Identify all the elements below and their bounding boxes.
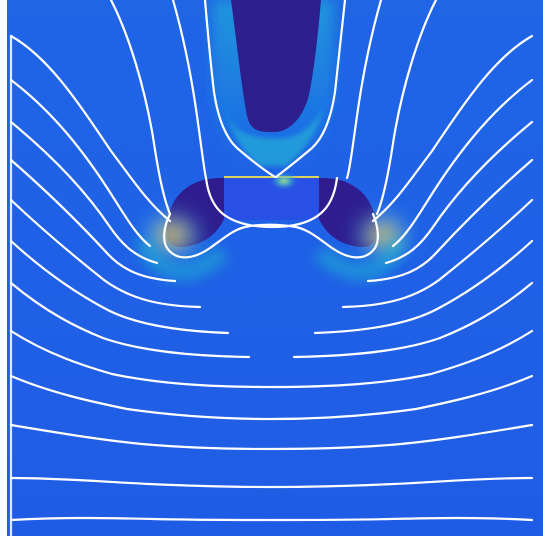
upper-transition-band	[224, 104, 324, 166]
streamline-right-01	[371, 34, 534, 223]
central-rectangle-region	[224, 178, 319, 220]
streamline-right-02	[391, 78, 534, 248]
streamline-right-10	[270, 423, 534, 451]
streamline-right-06	[313, 239, 534, 335]
streamline-left-06	[9, 239, 230, 335]
streamline-left-04	[9, 158, 177, 283]
streamline-right-05	[341, 198, 534, 309]
streamline-center-right	[274, 0, 347, 179]
streamline-left-03	[9, 120, 159, 265]
streamline-left-05	[9, 198, 202, 309]
right-cyan-shadow	[313, 237, 407, 282]
streamline-right-11	[270, 476, 534, 489]
streamline-top-right-inner	[345, 0, 383, 180]
streamline-left-12	[9, 516, 273, 522]
streamline-left-01	[9, 34, 172, 223]
streamline-left-09	[9, 374, 273, 421]
streamline-left-02	[9, 78, 152, 248]
streamline-left-10	[9, 423, 273, 451]
streamline-right-04	[366, 158, 534, 283]
streamline-left-11	[9, 476, 273, 489]
streamline-right-08	[270, 329, 534, 389]
streamline-right-07	[292, 281, 534, 359]
streamline-top-left-outer	[109, 0, 172, 216]
streamline-center-left	[203, 0, 277, 179]
streamline-top-left-inner	[171, 0, 208, 180]
streamline-device-loop	[163, 212, 379, 259]
streamline-inner-loop	[204, 176, 339, 229]
streamline-right-09	[270, 374, 534, 421]
streamline-left-08	[9, 329, 273, 389]
upper-low-field-region	[231, 0, 321, 133]
streamline-right-03	[384, 120, 534, 265]
streamline-top-right-outer	[375, 0, 438, 216]
streamline-left-07	[9, 281, 251, 359]
left-cyan-shadow	[136, 237, 230, 282]
streamline-right-12	[270, 516, 534, 522]
